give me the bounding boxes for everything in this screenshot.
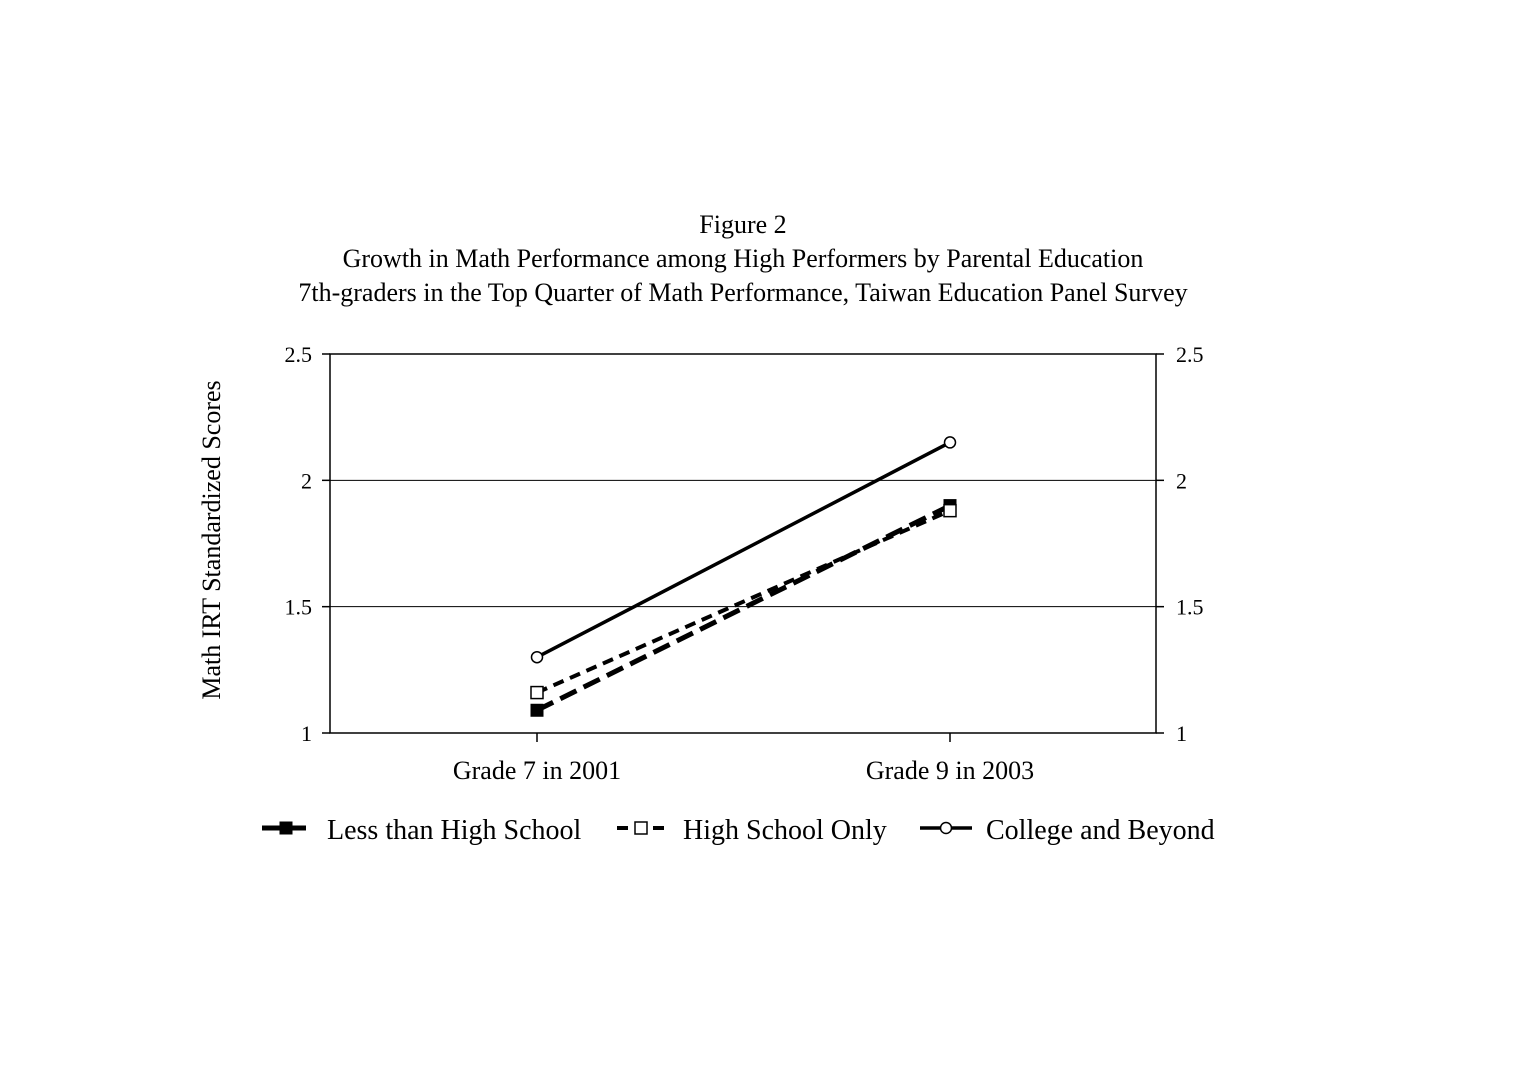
chart-subtitle-line-2: 7th-graders in the Top Quarter of Math P… <box>298 278 1187 307</box>
legend-item: High School Only <box>617 815 887 846</box>
y-tick-label-left: 2 <box>301 468 312 493</box>
point-marker-legend <box>939 821 953 835</box>
point-marker <box>943 503 957 518</box>
legend-label: High School Only <box>683 815 887 846</box>
point-marker-legend <box>279 821 293 835</box>
series-2 <box>530 503 957 700</box>
legend-label: Less than High School <box>327 815 582 846</box>
chart-subtitle-line-1: Growth in Math Performance among High Pe… <box>343 244 1144 273</box>
legend-label: College and Beyond <box>986 815 1215 846</box>
gridlines <box>330 479 1156 608</box>
legend-item: College and Beyond <box>920 815 1215 846</box>
point-marker <box>530 650 544 664</box>
x-tick-label: Grade 7 in 2001 <box>453 756 621 785</box>
point-marker <box>943 436 957 449</box>
y-tick-label-left: 1.5 <box>285 595 313 620</box>
y-tick-label-left: 2.5 <box>285 342 313 367</box>
legend: Less than High School High School Only Col… <box>262 815 1215 846</box>
chart-titles: Figure 2 Growth in Math Performance amon… <box>298 210 1187 307</box>
y-axis-left: 1 1.5 2 2.5 <box>285 342 330 746</box>
y-tick-label-right: 2.5 <box>1176 342 1204 367</box>
y-axis-title: Math IRT Standardized Scores <box>197 380 226 699</box>
series-line <box>536 440 951 659</box>
point-marker <box>530 703 544 717</box>
plot-frame <box>329 353 1157 734</box>
series-layer <box>530 436 957 717</box>
point-marker <box>530 685 544 700</box>
point-marker-legend <box>634 821 648 835</box>
y-tick-label-right: 1.5 <box>1176 595 1204 620</box>
chart-title: Figure 2 <box>699 210 786 239</box>
y-tick-label-right: 2 <box>1176 468 1187 493</box>
y-tick-label-left: 1 <box>301 721 312 746</box>
x-axis: Grade 7 in 2001 Grade 9 in 2003 <box>453 733 1034 785</box>
x-tick-label: Grade 9 in 2003 <box>866 756 1034 785</box>
y-tick-label-right: 1 <box>1176 721 1187 746</box>
series-3 <box>530 436 957 664</box>
legend-item: Less than High School <box>262 815 582 846</box>
series-1 <box>530 499 957 717</box>
series-line <box>536 508 951 695</box>
y-axis-right: 1 1.5 2 2.5 <box>1156 342 1204 746</box>
